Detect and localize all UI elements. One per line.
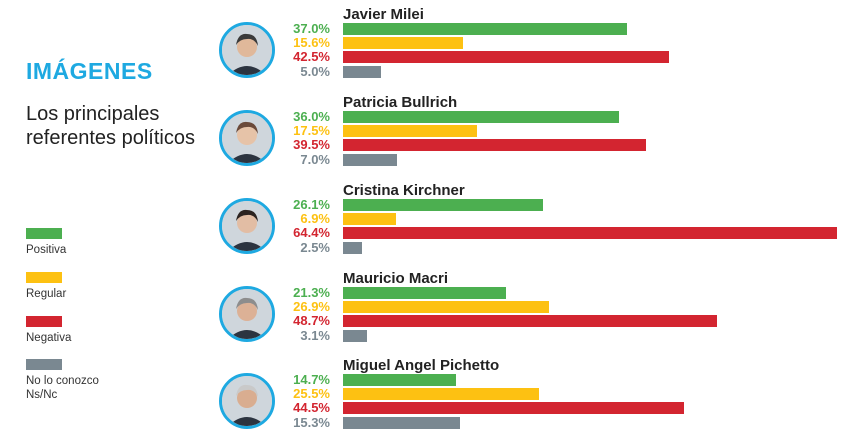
person-name: Mauricio Macri	[343, 270, 449, 287]
bar-regular	[343, 388, 539, 400]
data-label-no-conozco: 3.1%	[300, 328, 330, 343]
person-mauricio-macri: Mauricio Macri 21.3% 26.9% 48.7% 3.1%	[210, 264, 862, 352]
data-label-no-conozco: 15.3%	[293, 415, 330, 430]
legend-item-no-conozco: No lo conozco Ns/Nc	[26, 359, 186, 402]
person-portrait-icon	[222, 201, 272, 251]
bar-negativa	[343, 139, 646, 151]
data-label-negativa: 64.4%	[293, 225, 330, 240]
data-label-regular: 17.5%	[293, 123, 330, 138]
data-label-no-conozco: 7.0%	[300, 152, 330, 167]
bar-regular	[343, 125, 477, 137]
data-label-regular: 15.6%	[293, 35, 330, 50]
legend-item-regular: Regular	[26, 272, 186, 301]
data-label-positiva: 21.3%	[293, 285, 330, 300]
person-portrait-icon	[222, 376, 272, 426]
legend-label-negativa: Negativa	[26, 332, 72, 344]
legend-swatch-negativa	[26, 316, 62, 327]
data-label-positiva: 37.0%	[293, 21, 330, 36]
data-label-negativa: 48.7%	[293, 313, 330, 328]
avatar	[219, 22, 275, 78]
data-label-negativa: 42.5%	[293, 49, 330, 64]
person-cristina-kirchner: Cristina Kirchner 26.1% 6.9% 64.4% 2.5%	[210, 176, 862, 264]
person-javier-milei: Javier Milei 37.0% 15.6% 42.5% 5.0%	[210, 0, 862, 88]
chart-area: Javier Milei 37.0% 15.6% 42.5% 5.0% Patricia …	[210, 0, 862, 448]
bar-regular	[343, 301, 549, 313]
data-label-negativa: 39.5%	[293, 137, 330, 152]
bar-positiva	[343, 374, 456, 386]
data-label-regular: 26.9%	[293, 299, 330, 314]
person-name: Patricia Bullrich	[343, 94, 458, 111]
legend-label-no-conozco: No lo conozco Ns/Nc	[26, 375, 99, 401]
bar-positiva	[343, 111, 619, 123]
bar-regular	[343, 37, 463, 49]
bar-negativa	[343, 227, 837, 239]
legend-label-regular: Regular	[26, 288, 67, 300]
bar-positiva	[343, 199, 543, 211]
bar-negativa	[343, 315, 717, 327]
sidebar: IMÁGENES Los principales referentes polí…	[0, 0, 210, 448]
data-label-positiva: 26.1%	[293, 197, 330, 212]
person-portrait-icon	[222, 289, 272, 339]
legend-swatch-no-conozco	[26, 359, 62, 370]
bar-no-conozco	[343, 154, 397, 166]
person-portrait-icon	[222, 113, 272, 163]
legend-item-negativa: Negativa	[26, 316, 186, 345]
bar-negativa	[343, 51, 669, 63]
avatar	[219, 198, 275, 254]
person-name: Javier Milei	[343, 6, 424, 23]
bar-positiva	[343, 23, 627, 35]
bar-no-conozco	[343, 417, 460, 429]
data-label-positiva: 36.0%	[293, 109, 330, 124]
person-name: Cristina Kirchner	[343, 182, 465, 199]
bar-positiva	[343, 287, 506, 299]
avatar	[219, 110, 275, 166]
page-subtitle: Los principales referentes políticos	[26, 103, 195, 149]
data-label-negativa: 44.5%	[293, 400, 330, 415]
legend-item-positiva: Positiva	[26, 228, 186, 257]
person-portrait-icon	[222, 25, 272, 75]
bar-regular	[343, 213, 396, 225]
avatar	[219, 286, 275, 342]
bar-no-conozco	[343, 66, 381, 78]
data-label-regular: 6.9%	[300, 211, 330, 226]
legend-label-positiva: Positiva	[26, 244, 67, 256]
data-label-no-conozco: 5.0%	[300, 64, 330, 79]
bar-no-conozco	[343, 330, 367, 342]
data-label-no-conozco: 2.5%	[300, 240, 330, 255]
person-name: Miguel Angel Pichetto	[343, 357, 500, 374]
person-patricia-bullrich: Patricia Bullrich 36.0% 17.5% 39.5% 7.0%	[210, 88, 862, 176]
bar-negativa	[343, 402, 684, 414]
person-miguel-angel-pichetto: Miguel Angel Pichetto 14.7% 25.5% 44.5% 15.3…	[210, 351, 862, 439]
page-title: IMÁGENES	[26, 58, 153, 84]
data-label-regular: 25.5%	[293, 386, 330, 401]
data-label-positiva: 14.7%	[293, 372, 330, 387]
bar-no-conozco	[343, 242, 362, 254]
avatar	[219, 373, 275, 429]
legend-swatch-regular	[26, 272, 62, 283]
legend-swatch-positiva	[26, 228, 62, 239]
